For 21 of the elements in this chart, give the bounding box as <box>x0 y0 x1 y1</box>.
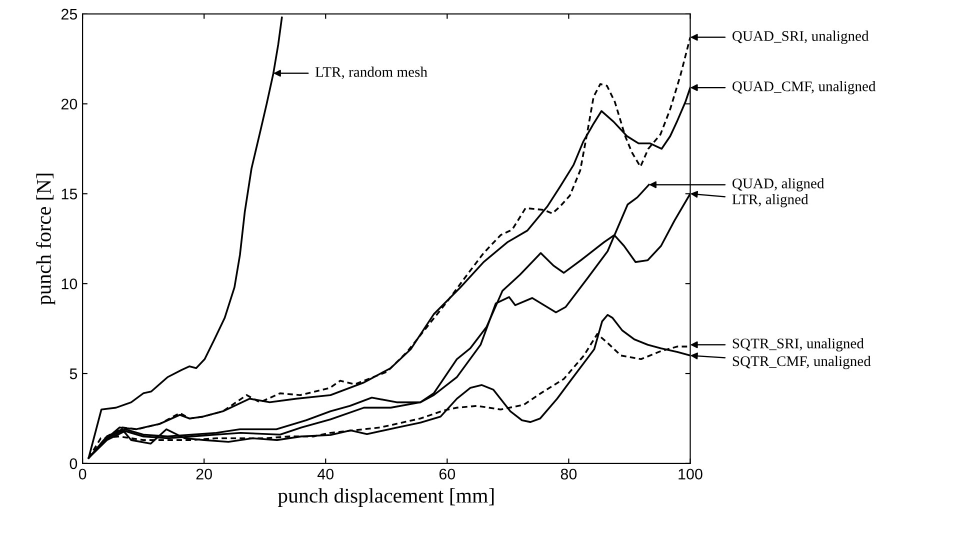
y-tick-label: 20 <box>61 98 78 110</box>
annotation: QUAD_CMF, unaligned <box>732 81 876 94</box>
y-tick-label: 10 <box>62 278 78 290</box>
y-axis-title: punch force [N] <box>36 174 56 305</box>
x-tick-label: 100 <box>678 468 702 480</box>
x-tick-label: 80 <box>560 468 577 480</box>
y-tick-label: 5 <box>70 368 78 380</box>
y-tick-label: 25 <box>61 8 78 20</box>
x-tick-label: 20 <box>196 468 212 480</box>
x-tick-label: 60 <box>439 468 456 480</box>
annotation: QUAD, aligned <box>732 178 824 192</box>
x-tick-label: 0 <box>78 468 86 480</box>
x-axis-title: punch displacement [mm] <box>278 488 494 507</box>
y-tick-label: 0 <box>70 458 78 470</box>
annotation: LTR, random mesh <box>315 66 428 80</box>
x-tick-label: 40 <box>317 468 334 480</box>
annotation: SQTR_SRI, unaligned <box>732 338 864 352</box>
annotation: LTR, aligned <box>732 194 808 208</box>
y-tick-label: 15 <box>62 188 78 200</box>
annotation: QUAD_SRI, unaligned <box>732 30 869 44</box>
annotation: SQTR_CMF, unaligned <box>732 356 871 370</box>
